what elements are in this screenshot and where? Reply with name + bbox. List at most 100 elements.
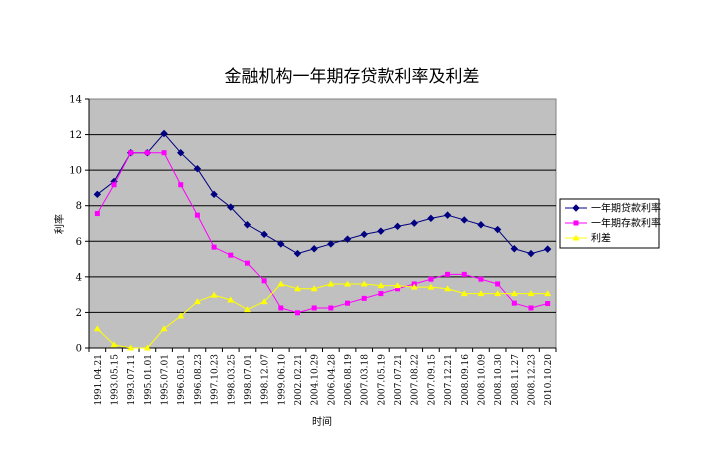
data-point [343, 235, 352, 243]
legend-swatch-marker [572, 204, 580, 212]
data-point [361, 295, 367, 301]
x-tick-label: 2002.02.21 [294, 354, 304, 406]
data-point [360, 230, 368, 239]
data-point [261, 278, 267, 284]
data-point [194, 212, 200, 218]
data-point [310, 245, 318, 253]
series-line [97, 132, 548, 255]
data-point [227, 296, 235, 303]
data-point [93, 325, 101, 332]
series-layer [93, 129, 552, 351]
plot-area [88, 98, 557, 349]
data-point [228, 252, 234, 258]
legend-swatch-marker [573, 220, 579, 226]
x-tick-label: 2007.05.19 [377, 354, 387, 406]
y-tick-label: 6 [76, 237, 82, 248]
data-point [493, 225, 502, 234]
data-point [177, 312, 185, 319]
data-point [344, 280, 352, 287]
data-point [427, 283, 435, 290]
x-tick-label: 1998.03.25 [227, 354, 237, 406]
chart-title: 金融机构一年期存贷款利率及利差 [225, 67, 480, 87]
data-point [478, 276, 484, 282]
data-point [244, 260, 250, 266]
data-point [243, 306, 251, 313]
x-tick-label: 2006.08.19 [344, 354, 354, 406]
data-point [444, 285, 452, 292]
data-point [193, 298, 201, 305]
y-tick-label: 12 [69, 130, 82, 141]
data-point [377, 282, 385, 289]
x-tick-label: 2007.09.15 [427, 354, 437, 406]
data-point [94, 211, 100, 217]
data-point [445, 271, 451, 277]
data-point [278, 305, 284, 311]
x-tick-label: 2010.10.20 [544, 354, 554, 406]
data-point [345, 300, 351, 306]
x-tick-label: 2007.08.22 [411, 354, 421, 406]
data-point [227, 203, 235, 211]
data-point [460, 290, 468, 297]
series-2 [94, 150, 551, 316]
x-tick-label: 1993.05.15 [111, 354, 121, 406]
data-point [378, 291, 384, 297]
data-point [160, 325, 168, 332]
grid-lines [89, 134, 556, 313]
y-tick-label: 2 [76, 308, 82, 319]
data-point [410, 219, 418, 227]
data-point [511, 300, 517, 306]
y-tick-label: 4 [76, 272, 82, 283]
x-axis: 1991.04.21 1993.05.15 1993.07.11 1995.01.01… [88, 347, 557, 406]
data-point [311, 305, 317, 311]
data-point [293, 285, 301, 292]
data-point [243, 221, 252, 229]
data-point [461, 271, 467, 277]
data-point [360, 280, 368, 287]
series-3 [93, 280, 552, 351]
series-1 [93, 129, 552, 258]
data-point [277, 280, 285, 287]
x-tick-label: 1998.12.07 [261, 354, 271, 406]
x-tick-label: 1996.08.23 [194, 354, 204, 406]
x-tick-label: 2004.10.29 [311, 354, 321, 406]
data-point [127, 344, 135, 351]
x-tick-label: 1995.07.01 [161, 354, 171, 406]
legend-swatch-marker [572, 234, 580, 241]
x-tick-label: 1996.05.01 [177, 354, 187, 406]
legend-label: 利差 [591, 232, 611, 245]
data-point [178, 182, 184, 188]
x-tick-label: 1998.07.01 [244, 354, 254, 406]
data-point [528, 305, 534, 311]
data-point [477, 290, 485, 297]
data-point [494, 290, 502, 297]
data-point [210, 190, 218, 199]
data-point [543, 245, 552, 253]
x-tick-label: 1997.10.23 [211, 354, 221, 406]
data-point [395, 286, 401, 292]
data-point [161, 150, 167, 156]
y-axis: 0 2 4 6 8 10 12 14 [69, 95, 90, 355]
data-point [460, 216, 468, 224]
x-tick-label: 2006.04.28 [327, 354, 337, 406]
data-point [327, 240, 335, 248]
x-tick-label: 1995.01.01 [144, 354, 154, 406]
data-point [210, 291, 218, 298]
data-point [93, 190, 102, 199]
data-point [394, 282, 402, 289]
x-axis-label: 时间 [312, 415, 332, 428]
data-point [177, 149, 185, 157]
y-tick-label: 8 [76, 201, 82, 212]
x-tick-label: 2008.11.27 [511, 354, 521, 406]
data-point [211, 244, 217, 250]
x-tick-label: 2008.12.23 [527, 354, 537, 406]
data-point [545, 301, 551, 307]
data-point [277, 240, 285, 248]
data-point [310, 285, 318, 292]
legend-item-1: 一年期贷款利率 [565, 202, 661, 215]
data-point [428, 276, 434, 282]
series-line [96, 152, 548, 314]
data-point [510, 290, 518, 297]
x-tick-label: 2008.10.09 [477, 354, 487, 406]
